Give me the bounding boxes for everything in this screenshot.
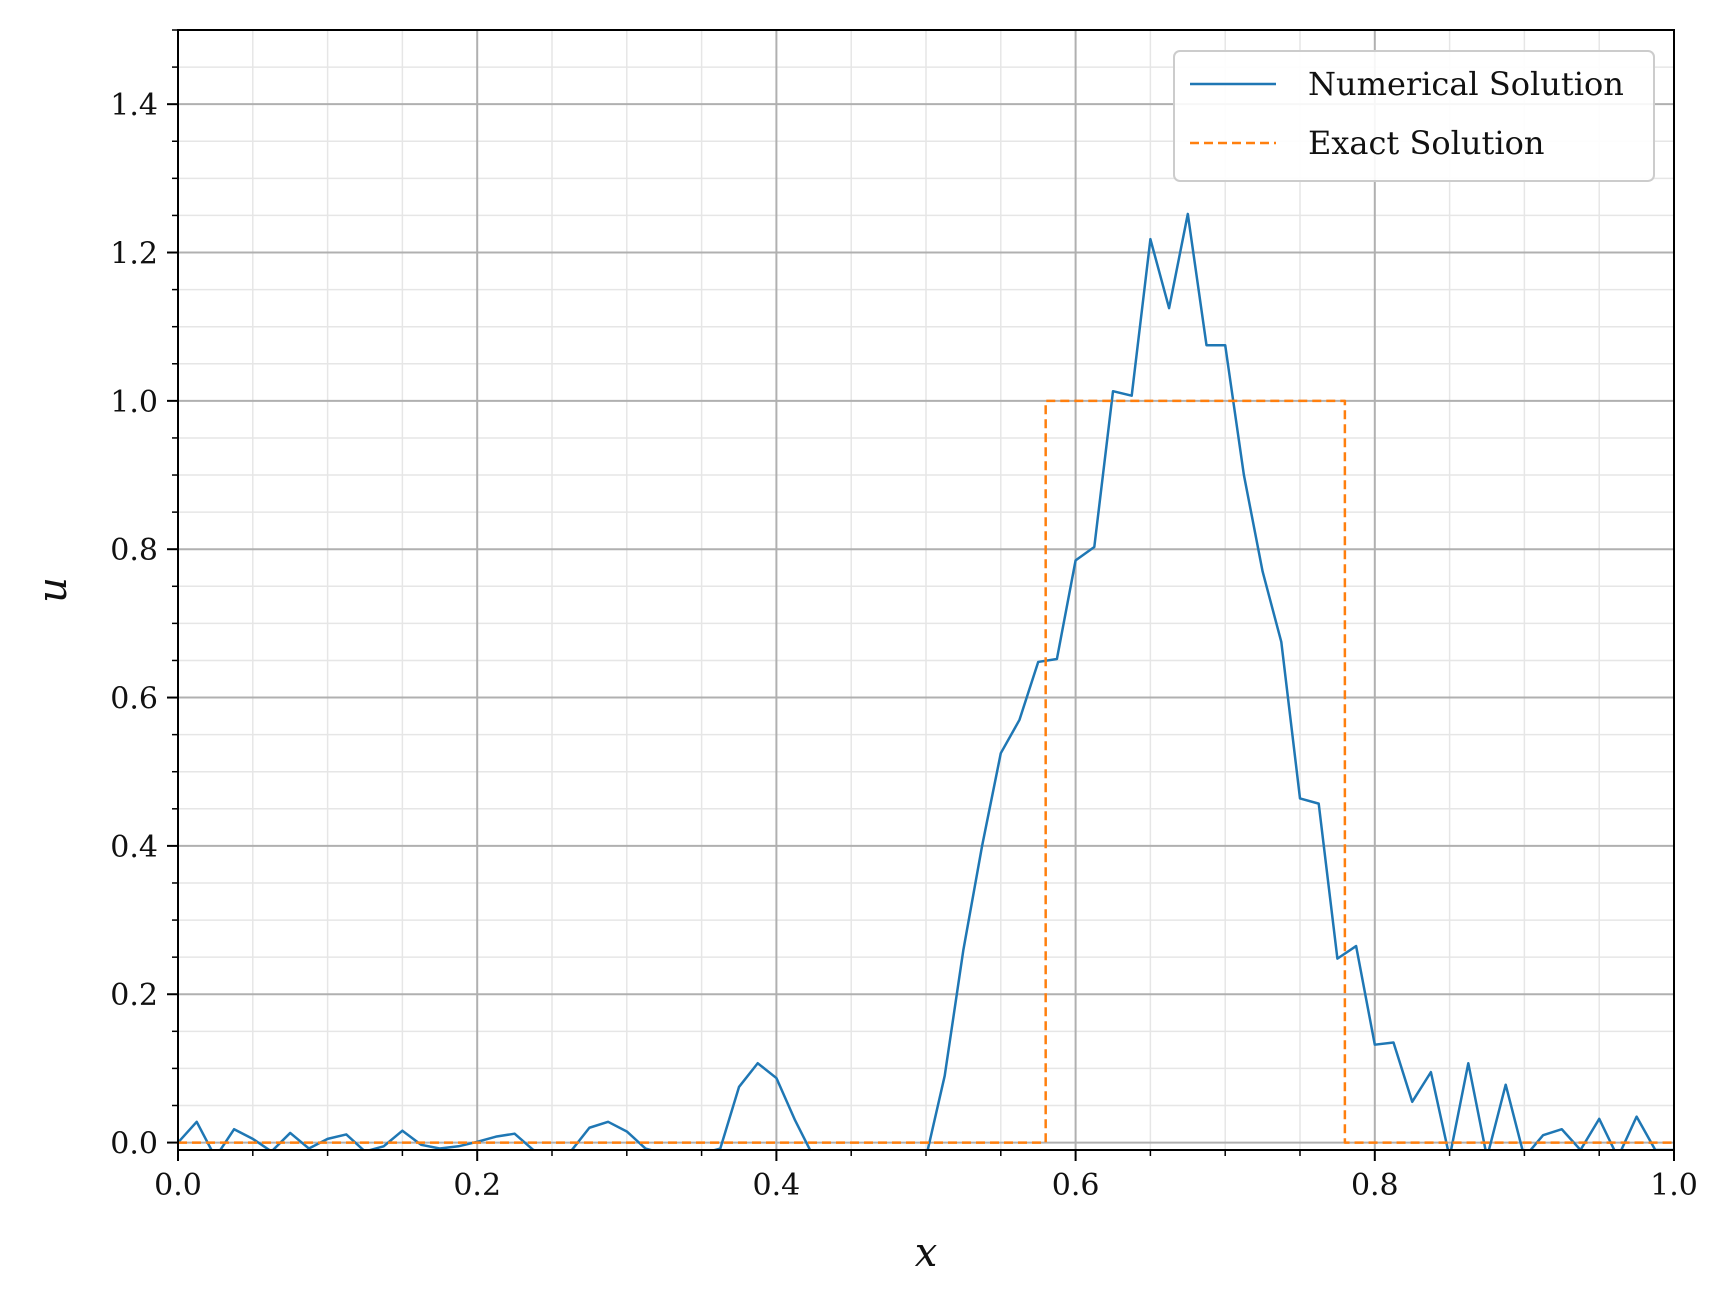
numerical-solution-line (178, 212, 1674, 1150)
x-tick-label: 0.6 (1052, 1168, 1100, 1203)
y-tick-label: 1.0 (110, 385, 158, 420)
y-axis-label: u (30, 577, 76, 603)
x-tick-label: 0.0 (154, 1168, 202, 1203)
legend: Numerical Solution Exact Solution (1173, 50, 1655, 182)
legend-label-numerical: Numerical Solution (1308, 65, 1624, 103)
y-tick-label: 0.2 (110, 978, 158, 1013)
y-tick-label: 0.6 (110, 682, 158, 717)
series-layer (178, 212, 1674, 1150)
exact-solution-line (178, 399, 1674, 1144)
y-tick-label: 0.0 (110, 1127, 158, 1162)
x-tick-label: 0.8 (1351, 1168, 1399, 1203)
y-tick-label: 1.4 (110, 88, 158, 123)
y-tick-label: 1.2 (110, 237, 158, 272)
y-tick-label: 0.8 (110, 533, 158, 568)
x-tick-label: 0.4 (753, 1168, 801, 1203)
tick-layer: 0.0 0.2 0.4 0.6 0.8 1.0 0.0 0.2 0.4 0.6 0.8 1.0 1.2 1… (110, 29, 1698, 1203)
x-tick-label: 1.0 (1650, 1168, 1698, 1203)
minor-grid (178, 29, 1674, 1150)
legend-box (1173, 50, 1655, 182)
legend-label-exact: Exact Solution (1308, 124, 1544, 162)
y-tick-label: 0.4 (110, 830, 158, 865)
axis-labels: x u (30, 577, 937, 1276)
x-tick-label: 0.2 (453, 1168, 501, 1203)
x-axis-label: x (915, 1230, 938, 1276)
